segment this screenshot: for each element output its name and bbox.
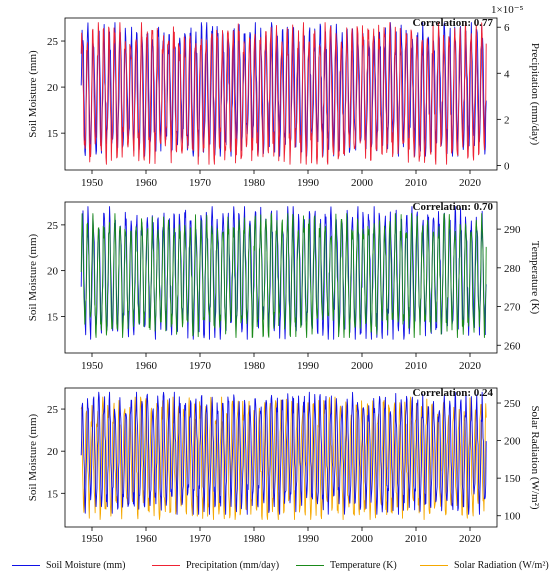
legend-item-solar-radiation: Solar Radiation (W/m²) bbox=[420, 555, 549, 575]
y-tick-label: 20 bbox=[47, 266, 59, 278]
legend-label-temperature: Temperature (K) bbox=[330, 559, 397, 571]
x-tick-label: 1980 bbox=[243, 533, 266, 545]
precipitation-panel: 1950 1960 1970 1980 1990 2000 2010 2020 15 20 25 0 2… bbox=[27, 4, 541, 189]
legend-swatch-precipitation bbox=[152, 564, 180, 566]
y2-tick-label: 280 bbox=[504, 263, 521, 275]
x-tick-label: 2000 bbox=[351, 177, 374, 189]
y2-tick-label: 200 bbox=[504, 436, 521, 448]
legend-label-solar-radiation: Solar Radiation (W/m²) bbox=[454, 559, 549, 571]
y-axis-label: Soil Moisture (mm) bbox=[27, 413, 39, 501]
y2-tick-label: 0 bbox=[504, 160, 510, 172]
y-tick-label: 15 bbox=[47, 128, 59, 140]
x-tick-label: 1950 bbox=[81, 177, 104, 189]
legend-swatch-solar-radiation bbox=[420, 564, 448, 566]
legend-item-precipitation: Precipitation (mm/day) bbox=[152, 555, 279, 575]
series-line-soil bbox=[80, 391, 487, 515]
x-tick-label: 1970 bbox=[189, 533, 212, 545]
y-axis-label: Soil Moisture (mm) bbox=[27, 50, 39, 138]
x-tick-label: 1960 bbox=[135, 360, 158, 372]
y2-axis-label: Solar Radiation (W/m²) bbox=[529, 405, 541, 509]
x-tick-label: 2010 bbox=[405, 360, 428, 372]
y2-axis-label: Precipitation (mm/day) bbox=[529, 43, 541, 146]
y-tick-label: 20 bbox=[47, 446, 59, 458]
y2-multiplier-label: 1×10⁻⁵ bbox=[491, 4, 524, 16]
series-line-soil bbox=[80, 22, 487, 157]
y-tick-label: 15 bbox=[47, 311, 59, 323]
y2-tick-label: 6 bbox=[504, 22, 510, 34]
legend-swatch-temperature bbox=[296, 564, 324, 566]
plot-frame bbox=[64, 387, 498, 528]
plot-frame bbox=[64, 17, 498, 171]
y2-tick-label: 250 bbox=[504, 398, 521, 410]
series-line-temp bbox=[80, 213, 487, 338]
y-tick-label: 20 bbox=[47, 82, 59, 94]
y2-tick-label: 290 bbox=[504, 224, 521, 236]
legend-label-precipitation: Precipitation (mm/day) bbox=[186, 559, 280, 571]
legend: Soil Moisture (mm) Precipitation (mm/day… bbox=[0, 555, 550, 575]
correlation-annotation: Correlation: 0.24 bbox=[413, 387, 494, 399]
solar-radiation-panel: 1950 1960 1970 1980 1990 2000 2010 2020 15 20 25 10… bbox=[27, 387, 541, 545]
y-tick-label: 15 bbox=[47, 488, 59, 500]
x-tick-label: 1990 bbox=[297, 177, 320, 189]
x-tick-label: 1950 bbox=[81, 360, 104, 372]
x-tick-label: 1980 bbox=[243, 177, 266, 189]
temperature-panel: 1950 1960 1970 1980 1990 2000 2010 2020 15 20 25 26… bbox=[27, 201, 541, 372]
x-tick-label: 1990 bbox=[297, 360, 320, 372]
y-axis-label: Soil Moisture (mm) bbox=[27, 233, 39, 321]
legend-swatch-soil-moisture bbox=[12, 564, 40, 566]
legend-label-soil-moisture: Soil Moisture (mm) bbox=[46, 559, 126, 571]
x-tick-label: 1960 bbox=[135, 533, 158, 545]
x-tick-label: 2000 bbox=[351, 360, 374, 372]
plot-frame bbox=[64, 201, 498, 354]
y2-tick-label: 4 bbox=[504, 68, 510, 80]
correlation-annotation: Correlation: 0.70 bbox=[413, 201, 494, 213]
y-tick-label: 25 bbox=[47, 404, 59, 416]
x-tick-label: 2020 bbox=[459, 360, 482, 372]
y2-tick-label: 2 bbox=[504, 114, 510, 126]
x-tick-label: 1950 bbox=[81, 533, 104, 545]
y2-tick-label: 270 bbox=[504, 302, 521, 314]
x-tick-label: 2000 bbox=[351, 533, 374, 545]
x-tick-label: 1980 bbox=[243, 360, 266, 372]
x-tick-label: 2020 bbox=[459, 533, 482, 545]
x-tick-label: 2010 bbox=[405, 533, 428, 545]
series-line-precip bbox=[80, 22, 487, 165]
y2-tick-label: 150 bbox=[504, 473, 521, 485]
y-tick-label: 25 bbox=[47, 36, 59, 48]
x-tick-label: 1990 bbox=[297, 533, 320, 545]
series-line-solar bbox=[80, 396, 487, 520]
x-tick-label: 1960 bbox=[135, 177, 158, 189]
x-tick-label: 2020 bbox=[459, 177, 482, 189]
y2-axis-label: Temperature (K) bbox=[529, 241, 541, 315]
x-tick-label: 1970 bbox=[189, 360, 212, 372]
y2-tick-label: 260 bbox=[504, 340, 521, 352]
legend-item-temperature: Temperature (K) bbox=[296, 555, 397, 575]
x-tick-label: 1970 bbox=[189, 177, 212, 189]
x-tick-label: 2010 bbox=[405, 177, 428, 189]
y2-tick-label: 100 bbox=[504, 511, 521, 523]
y-tick-label: 25 bbox=[47, 220, 59, 232]
legend-item-soil-moisture: Soil Moisture (mm) bbox=[12, 555, 125, 575]
correlation-annotation: Correlation: 0.77 bbox=[413, 17, 494, 29]
